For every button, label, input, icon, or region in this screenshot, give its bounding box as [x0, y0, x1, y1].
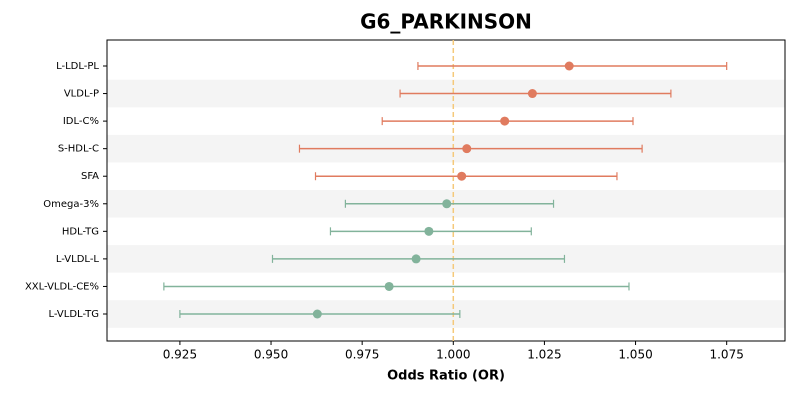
point-estimate [457, 171, 467, 181]
y-tick-label: VLDL-P [64, 89, 99, 100]
x-tick-label: 0.925 [163, 348, 197, 362]
x-tick-label: 1.000 [436, 348, 470, 362]
point-estimate [424, 226, 434, 236]
y-tick-label: L-VLDL-TG [49, 309, 99, 320]
point-estimate [312, 309, 322, 319]
y-tick-label: XXL-VLDL-CE% [25, 281, 99, 292]
y-tick-label: S-HDL-C [58, 144, 99, 155]
point-estimate [462, 144, 472, 154]
y-tick-label: IDL-C% [63, 116, 99, 127]
point-estimate [527, 89, 537, 99]
x-axis-label: Odds Ratio (OR) [387, 369, 505, 384]
point-estimate [411, 254, 421, 264]
y-tick-label: SFA [81, 171, 99, 182]
y-tick-label: HDL-TG [62, 226, 99, 237]
x-tick-label: 1.050 [618, 348, 652, 362]
point-estimate [500, 116, 510, 126]
x-tick-label: 0.950 [254, 348, 288, 362]
point-estimate [564, 61, 574, 71]
y-tick-label: L-VLDL-L [56, 254, 100, 265]
x-tick-label: 1.075 [709, 348, 743, 362]
x-tick-label: 0.975 [345, 348, 379, 362]
y-tick-label: L-LDL-PL [56, 61, 99, 72]
point-estimate [384, 281, 394, 291]
y-tick-label: Omega-3% [43, 199, 99, 210]
point-estimate [442, 199, 452, 209]
chart-title: G6_PARKINSON [360, 10, 532, 34]
x-tick-label: 1.025 [527, 348, 561, 362]
plot-frame [106, 39, 786, 342]
